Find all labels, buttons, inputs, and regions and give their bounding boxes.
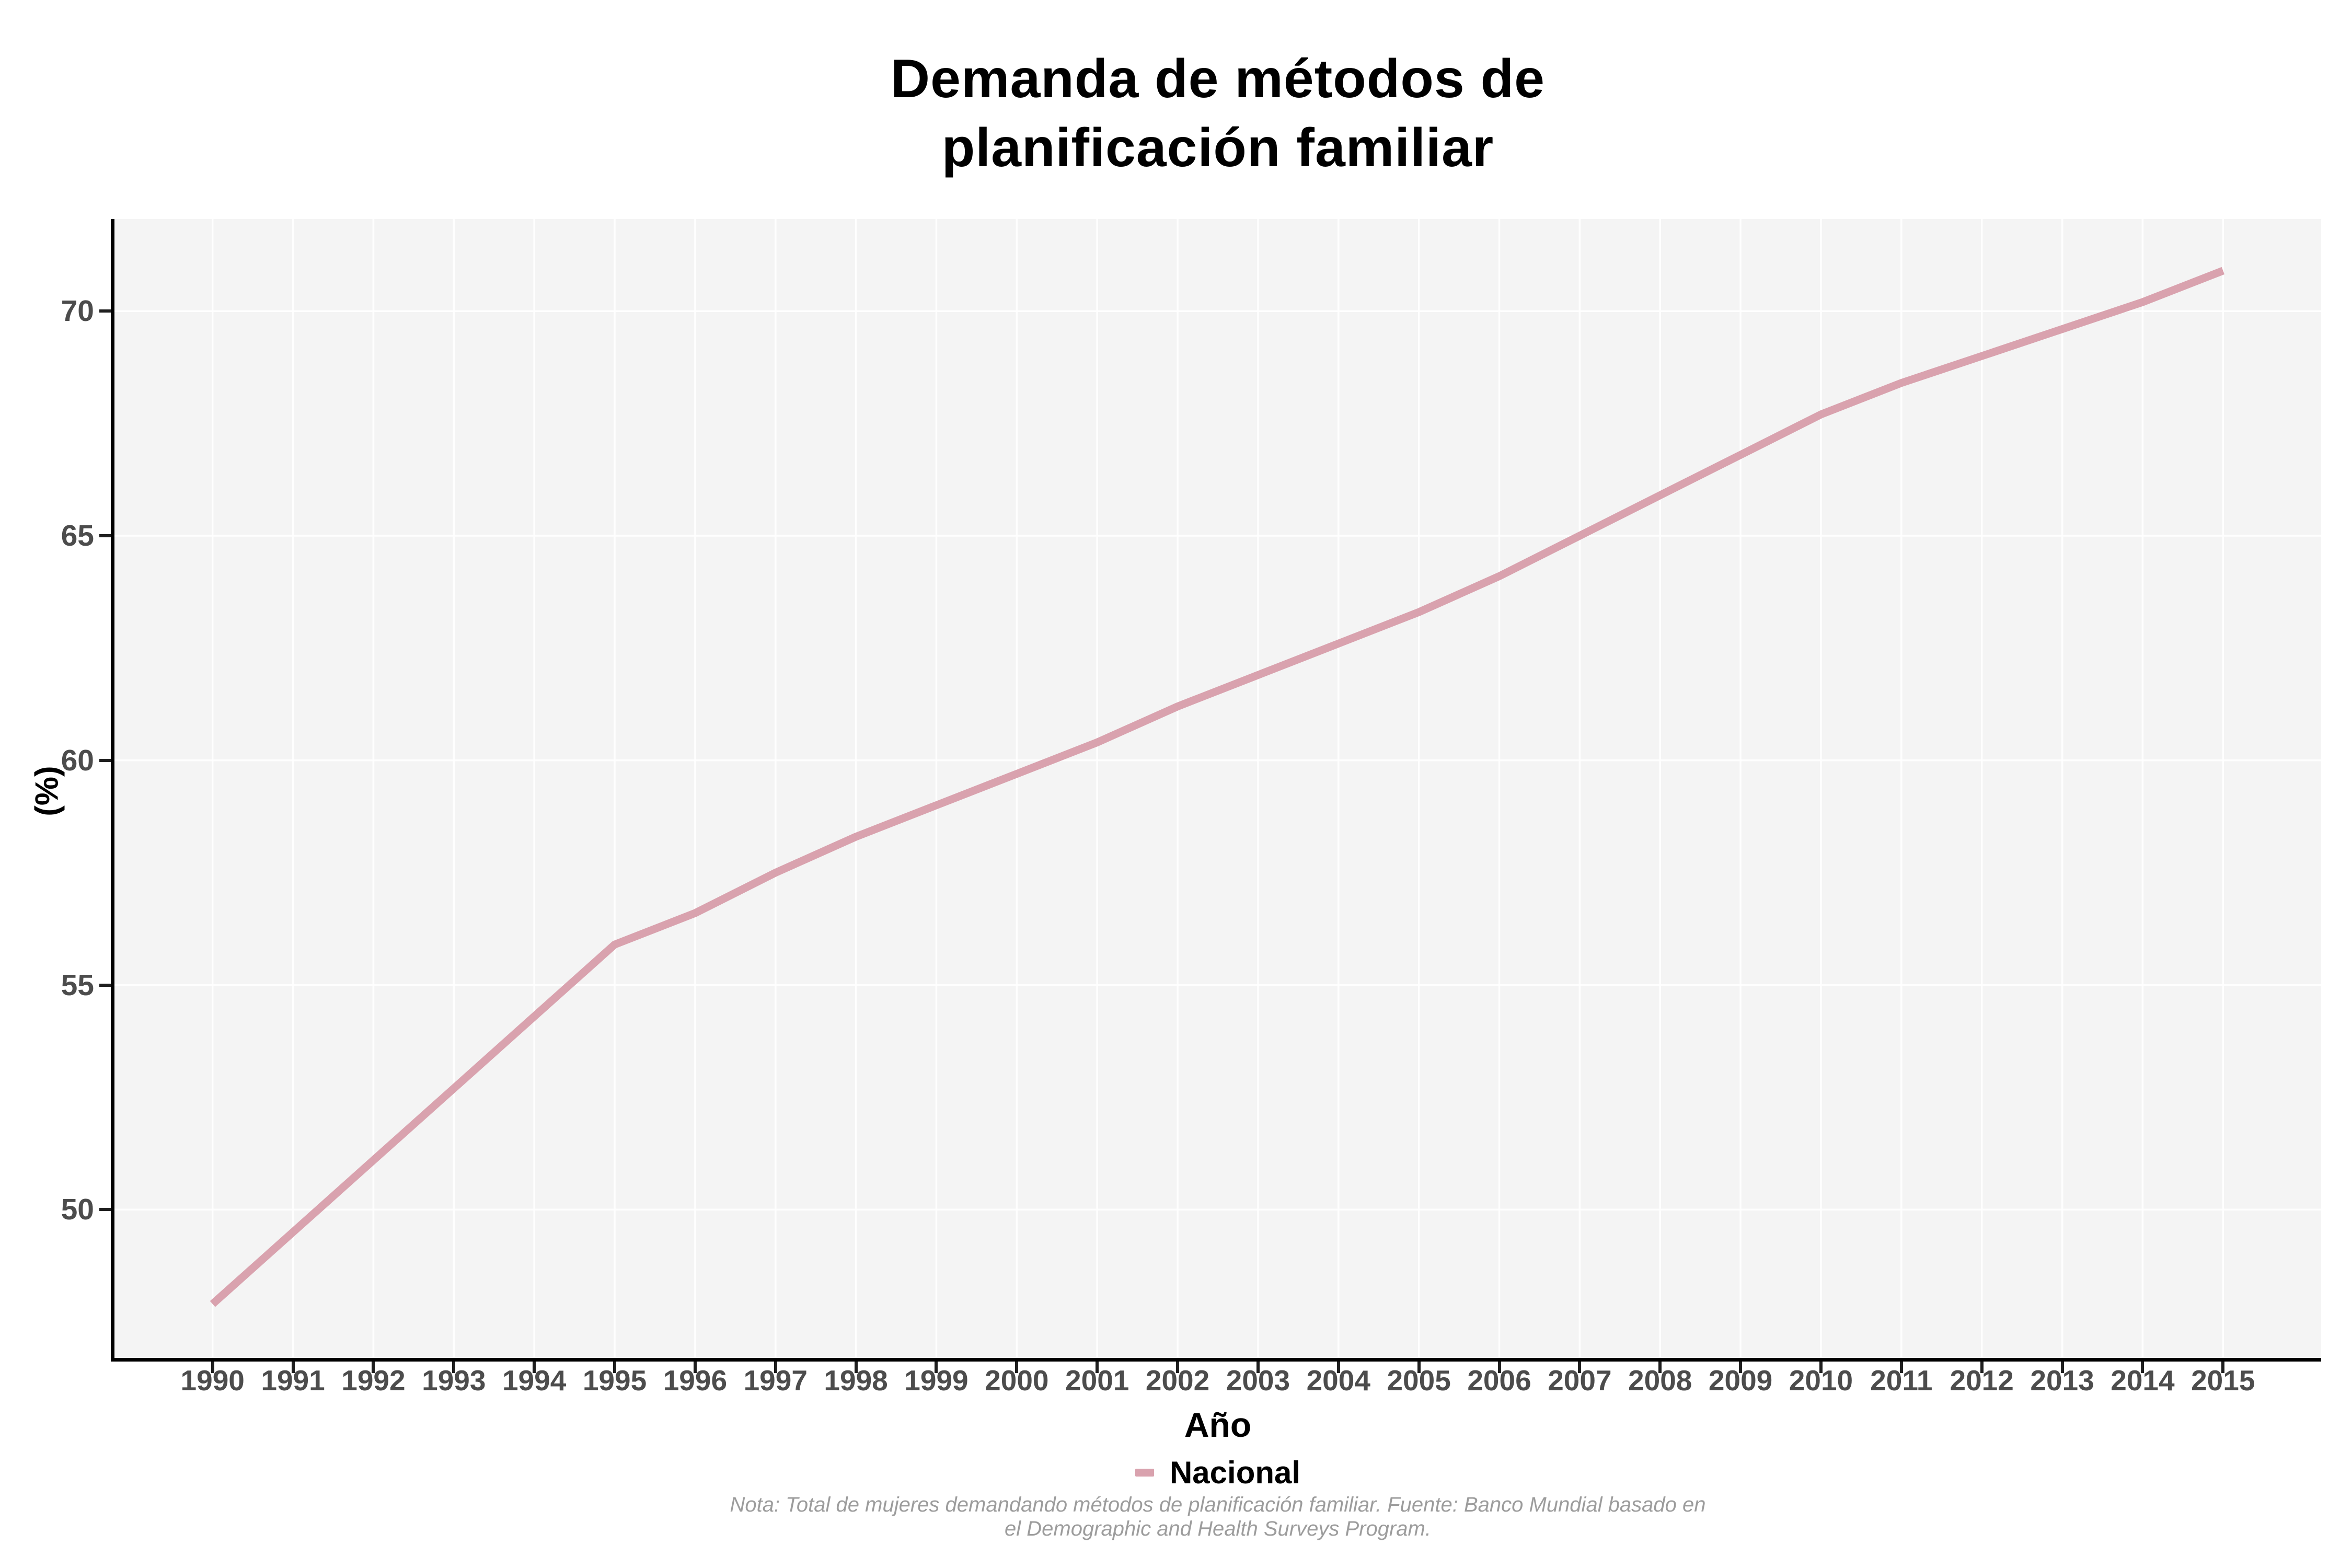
- x-tick-mark: [774, 1362, 777, 1373]
- x-tick-label: 2002: [1145, 1364, 1210, 1397]
- x-tick-label: 2004: [1306, 1364, 1370, 1397]
- x-tick-mark: [1015, 1362, 1019, 1373]
- x-tick-mark: [1658, 1362, 1662, 1373]
- x-tick-label: 2013: [2030, 1364, 2094, 1397]
- y-tick-label: 50: [61, 1193, 94, 1227]
- x-tick-label: 2010: [1789, 1364, 1853, 1397]
- x-tick-label: 2009: [1708, 1364, 1773, 1397]
- x-tick-label: 2011: [1870, 1364, 1933, 1397]
- x-tick-label: 1994: [502, 1364, 567, 1397]
- x-tick-mark: [291, 1362, 295, 1373]
- x-tick-mark: [613, 1362, 617, 1373]
- x-tick-label: 2015: [2191, 1364, 2255, 1397]
- x-tick-mark: [1899, 1362, 1903, 1373]
- y-tick-mark: [99, 309, 111, 313]
- y-tick-label: 70: [61, 294, 94, 328]
- x-tick-mark: [1096, 1362, 1099, 1373]
- x-tick-mark: [1176, 1362, 1180, 1373]
- line-chart-canvas: [114, 219, 2321, 1358]
- x-tick-label: 1998: [824, 1364, 888, 1397]
- x-tick-mark: [1819, 1362, 1823, 1373]
- x-tick-mark: [1256, 1362, 1260, 1373]
- x-tick-label: 2008: [1628, 1364, 1692, 1397]
- y-tick-mark: [99, 534, 111, 537]
- x-tick-label: 2000: [985, 1364, 1049, 1397]
- x-tick-mark: [1417, 1362, 1421, 1373]
- y-tick-mark: [99, 758, 111, 762]
- plot-panel: [114, 219, 2321, 1358]
- x-tick-label: 2012: [1950, 1364, 2014, 1397]
- x-tick-mark: [1336, 1362, 1340, 1373]
- x-tick-mark: [2060, 1362, 2064, 1373]
- x-tick-mark: [854, 1362, 858, 1373]
- x-tick-label: 1991: [261, 1364, 325, 1397]
- x-tick-mark: [372, 1362, 375, 1373]
- x-axis-title: Año: [1184, 1405, 1252, 1444]
- x-tick-mark: [1578, 1362, 1582, 1373]
- y-tick-label: 60: [61, 743, 94, 777]
- x-tick-mark: [211, 1362, 214, 1373]
- x-tick-mark: [1497, 1362, 1501, 1373]
- x-tick-label: 1999: [904, 1364, 969, 1397]
- x-tick-label: 1995: [582, 1364, 647, 1397]
- y-tick-mark: [99, 1208, 111, 1212]
- x-tick-mark: [693, 1362, 697, 1373]
- x-tick-mark: [2141, 1362, 2145, 1373]
- source-note-line2: el Demographic and Health Surveys Progra…: [1005, 1517, 1431, 1540]
- x-tick-label: 1990: [180, 1364, 245, 1397]
- x-tick-label: 2003: [1226, 1364, 1290, 1397]
- source-note-line1: Nota: Total de mujeres demandando método…: [730, 1493, 1706, 1516]
- legend: Nacional: [114, 1454, 2321, 1491]
- legend-label: Nacional: [1169, 1455, 1301, 1490]
- x-tick-label: 2014: [2111, 1364, 2175, 1397]
- x-tick-label: 2006: [1467, 1364, 1531, 1397]
- x-tick-mark: [935, 1362, 938, 1373]
- legend-line-key-icon: [1135, 1468, 1154, 1477]
- x-tick-mark: [452, 1362, 456, 1373]
- x-tick-label: 1992: [341, 1364, 406, 1397]
- x-tick-label: 1997: [743, 1364, 808, 1397]
- x-tick-mark: [1980, 1362, 1984, 1373]
- x-tick-mark: [533, 1362, 536, 1373]
- x-tick-mark: [1739, 1362, 1743, 1373]
- x-axis-line: [111, 1358, 2321, 1362]
- x-tick-mark: [2221, 1362, 2225, 1373]
- y-tick-label: 65: [61, 518, 94, 552]
- y-tick-label: 55: [61, 968, 94, 1002]
- x-tick-label: 1996: [663, 1364, 728, 1397]
- x-tick-label: 1993: [422, 1364, 486, 1397]
- x-tick-label: 2001: [1065, 1364, 1129, 1397]
- y-tick-mark: [99, 983, 111, 987]
- chart-title-line1: Demanda de métodos de: [891, 49, 1545, 109]
- chart-title: Demanda de métodos de planificación fami…: [114, 44, 2321, 182]
- x-tick-label: 2007: [1548, 1364, 1612, 1397]
- chart-title-line2: planificación familiar: [941, 118, 1494, 178]
- series-line-nacional: [210, 267, 2225, 1307]
- y-axis-line: [111, 219, 114, 1362]
- x-tick-label: 2005: [1387, 1364, 1451, 1397]
